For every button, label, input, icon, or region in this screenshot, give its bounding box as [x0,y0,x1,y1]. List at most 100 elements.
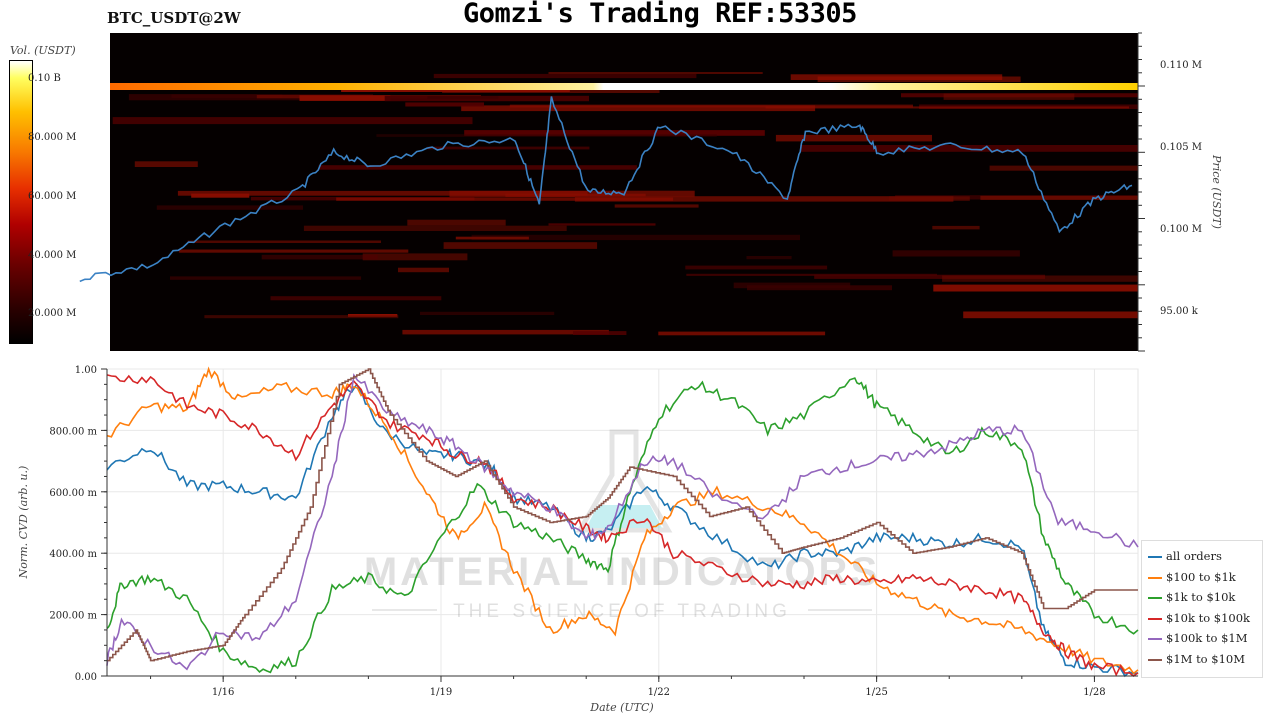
colorbar-tick: 40.000 M [28,250,77,261]
heatmap-band [318,165,637,170]
y-tick-label: 800.00 m [49,426,97,437]
price-tick-label: 0.105 M [1160,142,1202,153]
heatmap-band [405,102,484,107]
y-tick-label: 0.00 [75,672,97,683]
heatmap-band [270,296,442,301]
price-tick-label: 95.00 k [1160,306,1199,317]
price-axis-ticks [1138,32,1145,352]
heatmap-band [156,205,303,210]
heatmap-band [989,165,1138,171]
heatmap-band [614,204,699,208]
x-tick-label: 1/28 [1083,687,1105,698]
legend-label: all orders [1166,549,1222,563]
legend-entry: $10k to $100k [1148,611,1250,625]
heatmap-band [204,315,399,319]
legend-label: $100k to $1M [1166,631,1248,645]
heatmap-band [548,223,656,226]
heatmap-band [943,93,1075,100]
heatmap-band [177,190,588,196]
heatmap-band [746,256,792,260]
y-tick-label: 400.00 m [49,549,97,560]
heatmap-band [112,117,473,125]
y-tick-label: 600.00 m [49,488,97,499]
heatmap-band [427,96,499,99]
price-axis-label: Price (USDT) [1210,154,1223,229]
cvd-series-line [106,373,1139,671]
heatmap-band [303,225,567,231]
legend-entry: $1k to $10k [1148,590,1235,604]
heatmap-band [336,197,674,201]
heatmap-panel: 95.00 k 0.100 M 0.105 M 0.110 M Price (U… [79,32,1223,352]
x-tick-label: 1/25 [865,687,887,698]
heatmap-band [402,329,609,335]
heatmap-band [932,225,980,230]
heatmap-band [171,94,283,98]
heatmap-band [427,146,590,150]
heatmap-band [170,276,362,280]
heatmap-band [471,234,800,241]
colorbar-tick: 0.10 B [28,73,61,84]
heatmap-band [261,254,378,260]
chart-title: Gomzi's Trading REF:53305 [463,0,857,29]
legend-label: $1M to $10M [1166,651,1245,666]
heatmap-band [889,196,970,201]
heatmap-band [178,249,409,253]
heatmap-band [574,196,954,202]
heatmap-band [942,275,1138,282]
price-line [79,96,1133,283]
heatmap-band [685,265,828,270]
y-tick-label: 1.00 [75,365,97,376]
cvd-panel: MATERIAL INDICATORS THE SCIENCE OF TRADI… [17,365,1139,714]
heatmap-band [658,331,826,336]
liquidity-wall [110,83,1138,90]
cvd-series-line [106,374,1139,677]
heatmap-band [573,331,627,335]
legend-label: $100 to $1k [1166,569,1236,584]
cvd-y-axis-label: Norm. CVD (arb. u.) [17,466,30,580]
heatmap-band [892,250,1020,257]
cvd-series-line [106,382,1139,678]
legend: all orders $100 to $1k $1k to $10k $10k to … [1141,540,1263,678]
heatmap-band [933,284,1138,292]
heatmap-band [548,72,763,74]
heatmap-band [464,130,765,136]
cvd-x-axis-label: Date (UTC) [589,701,653,714]
heatmap-band [362,253,468,261]
heatmap-band [420,311,555,315]
cvd-series-group [106,366,1139,678]
legend-swatch [1148,617,1162,620]
watermark-subtitle: THE SCIENCE OF TRADING [453,601,791,622]
legend-swatch [1148,597,1162,599]
cvd-series-line [106,377,1139,674]
x-tick-label: 1/22 [648,687,670,698]
x-tick-label: 1/19 [430,687,452,698]
heatmap-band [443,242,598,249]
legend-swatch [1148,556,1162,558]
colorbar-tick: 80.000 M [28,132,77,143]
heatmap-band [775,134,932,142]
legend-swatch [1148,638,1162,640]
heatmap-band [963,311,1138,319]
price-tick-label: 0.110 M [1160,60,1202,71]
heatmap-band [765,106,1129,109]
colorbar-label: Vol. (USDT) [10,44,76,57]
heatmap-band [407,219,506,226]
heatmap-band [299,95,391,101]
cvd-series-line [106,366,1139,675]
legend-entry: $100 to $1k [1148,570,1236,584]
price-tick-label: 0.100 M [1160,224,1202,235]
heatmap-band [187,240,381,243]
heatmap-band [814,274,1045,279]
cvd-x-ticks: 1/16 1/19 1/22 1/25 1/28 [150,676,1106,698]
legend-entry: all orders [1148,549,1222,563]
heatmap-band [455,236,529,240]
flask-icon [575,429,673,533]
cvd-series-line [107,368,1138,662]
colorbar-tick: 60.000 M [28,191,77,202]
legend-swatch [1148,658,1162,661]
heatmap-band [398,267,449,273]
heatmap-bands [110,72,1138,336]
legend-label: $1k to $10k [1166,590,1236,604]
cvd-y-ticks: 0.00 200.00 m 400.00 m 600.00 m 800.00 m 1.00 [49,365,107,683]
